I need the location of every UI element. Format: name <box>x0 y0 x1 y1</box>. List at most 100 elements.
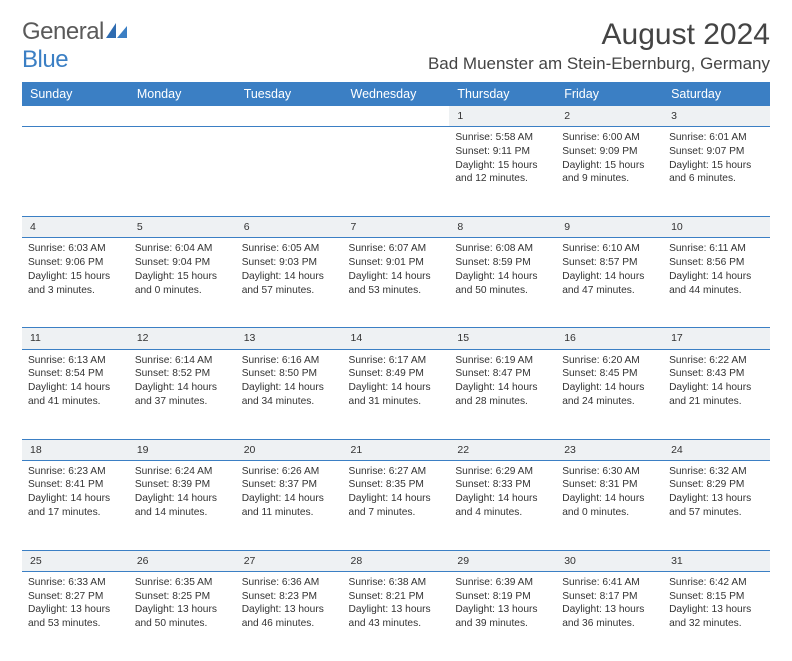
day-number-cell: 25 <box>22 550 129 571</box>
day-details: Sunrise: 6:14 AMSunset: 8:52 PMDaylight:… <box>135 354 230 409</box>
calendar-day-cell: Sunrise: 6:41 AMSunset: 8:17 PMDaylight:… <box>556 571 663 661</box>
day-details: Sunrise: 6:41 AMSunset: 8:17 PMDaylight:… <box>562 576 657 631</box>
calendar-day-cell: Sunrise: 6:19 AMSunset: 8:47 PMDaylight:… <box>449 349 556 439</box>
calendar-day-cell: Sunrise: 6:07 AMSunset: 9:01 PMDaylight:… <box>343 238 450 328</box>
calendar-day-cell: Sunrise: 6:13 AMSunset: 8:54 PMDaylight:… <box>22 349 129 439</box>
day-details: Sunrise: 6:32 AMSunset: 8:29 PMDaylight:… <box>669 465 764 520</box>
logo-text: General Blue <box>22 18 128 74</box>
day-number-row: 18192021222324 <box>22 439 770 460</box>
day-details: Sunrise: 6:42 AMSunset: 8:15 PMDaylight:… <box>669 576 764 631</box>
day-details: Sunrise: 6:30 AMSunset: 8:31 PMDaylight:… <box>562 465 657 520</box>
day-number-cell: 3 <box>663 106 770 127</box>
day-number-cell: 30 <box>556 550 663 571</box>
weekday-header-row: Sunday Monday Tuesday Wednesday Thursday… <box>22 82 770 106</box>
calendar-day-cell: Sunrise: 6:42 AMSunset: 8:15 PMDaylight:… <box>663 571 770 661</box>
day-number-cell: 20 <box>236 439 343 460</box>
day-number-cell: 14 <box>343 328 450 349</box>
calendar-day-cell <box>129 127 236 217</box>
day-details: Sunrise: 6:07 AMSunset: 9:01 PMDaylight:… <box>349 242 444 297</box>
logo-word-blue: Blue <box>22 46 68 73</box>
day-details: Sunrise: 6:35 AMSunset: 8:25 PMDaylight:… <box>135 576 230 631</box>
day-details: Sunrise: 6:11 AMSunset: 8:56 PMDaylight:… <box>669 242 764 297</box>
day-details: Sunrise: 6:26 AMSunset: 8:37 PMDaylight:… <box>242 465 337 520</box>
day-details: Sunrise: 6:33 AMSunset: 8:27 PMDaylight:… <box>28 576 123 631</box>
calendar-week-row: Sunrise: 6:33 AMSunset: 8:27 PMDaylight:… <box>22 571 770 661</box>
weekday-friday: Friday <box>556 82 663 106</box>
calendar-day-cell: Sunrise: 6:04 AMSunset: 9:04 PMDaylight:… <box>129 238 236 328</box>
day-number-cell <box>343 106 450 127</box>
day-number-cell <box>22 106 129 127</box>
day-number-row: 45678910 <box>22 217 770 238</box>
calendar-day-cell: Sunrise: 6:00 AMSunset: 9:09 PMDaylight:… <box>556 127 663 217</box>
day-number-cell: 23 <box>556 439 663 460</box>
day-number-cell: 19 <box>129 439 236 460</box>
calendar-day-cell: Sunrise: 6:05 AMSunset: 9:03 PMDaylight:… <box>236 238 343 328</box>
day-details: Sunrise: 6:29 AMSunset: 8:33 PMDaylight:… <box>455 465 550 520</box>
day-details: Sunrise: 6:04 AMSunset: 9:04 PMDaylight:… <box>135 242 230 297</box>
day-details: Sunrise: 6:27 AMSunset: 8:35 PMDaylight:… <box>349 465 444 520</box>
day-number-cell: 9 <box>556 217 663 238</box>
day-number-cell <box>236 106 343 127</box>
day-number-cell: 28 <box>343 550 450 571</box>
day-details: Sunrise: 6:20 AMSunset: 8:45 PMDaylight:… <box>562 354 657 409</box>
calendar-day-cell: Sunrise: 6:08 AMSunset: 8:59 PMDaylight:… <box>449 238 556 328</box>
calendar-day-cell: Sunrise: 6:11 AMSunset: 8:56 PMDaylight:… <box>663 238 770 328</box>
weekday-tuesday: Tuesday <box>236 82 343 106</box>
calendar-day-cell: Sunrise: 6:17 AMSunset: 8:49 PMDaylight:… <box>343 349 450 439</box>
day-number-cell: 5 <box>129 217 236 238</box>
calendar-day-cell <box>22 127 129 217</box>
day-number-cell: 6 <box>236 217 343 238</box>
calendar-day-cell: Sunrise: 6:14 AMSunset: 8:52 PMDaylight:… <box>129 349 236 439</box>
calendar-day-cell: Sunrise: 6:33 AMSunset: 8:27 PMDaylight:… <box>22 571 129 661</box>
day-details: Sunrise: 6:10 AMSunset: 8:57 PMDaylight:… <box>562 242 657 297</box>
day-details: Sunrise: 6:19 AMSunset: 8:47 PMDaylight:… <box>455 354 550 409</box>
day-details: Sunrise: 6:05 AMSunset: 9:03 PMDaylight:… <box>242 242 337 297</box>
day-number-row: 123 <box>22 106 770 127</box>
day-details: Sunrise: 6:01 AMSunset: 9:07 PMDaylight:… <box>669 131 764 186</box>
header: General Blue August 2024 Bad Muenster am… <box>22 18 770 74</box>
day-number-cell: 2 <box>556 106 663 127</box>
calendar-day-cell: Sunrise: 6:39 AMSunset: 8:19 PMDaylight:… <box>449 571 556 661</box>
day-number-cell: 15 <box>449 328 556 349</box>
weekday-sunday: Sunday <box>22 82 129 106</box>
calendar-table: Sunday Monday Tuesday Wednesday Thursday… <box>22 82 770 661</box>
calendar-day-cell: Sunrise: 6:20 AMSunset: 8:45 PMDaylight:… <box>556 349 663 439</box>
calendar-week-row: Sunrise: 5:58 AMSunset: 9:11 PMDaylight:… <box>22 127 770 217</box>
day-number-cell: 31 <box>663 550 770 571</box>
day-details: Sunrise: 6:00 AMSunset: 9:09 PMDaylight:… <box>562 131 657 186</box>
calendar-day-cell: Sunrise: 6:16 AMSunset: 8:50 PMDaylight:… <box>236 349 343 439</box>
calendar-day-cell <box>236 127 343 217</box>
day-details: Sunrise: 6:36 AMSunset: 8:23 PMDaylight:… <box>242 576 337 631</box>
logo: General Blue <box>22 18 128 74</box>
day-details: Sunrise: 6:38 AMSunset: 8:21 PMDaylight:… <box>349 576 444 631</box>
day-details: Sunrise: 5:58 AMSunset: 9:11 PMDaylight:… <box>455 131 550 186</box>
day-number-cell: 22 <box>449 439 556 460</box>
day-details: Sunrise: 6:13 AMSunset: 8:54 PMDaylight:… <box>28 354 123 409</box>
weekday-monday: Monday <box>129 82 236 106</box>
day-details: Sunrise: 6:39 AMSunset: 8:19 PMDaylight:… <box>455 576 550 631</box>
day-number-cell: 12 <box>129 328 236 349</box>
calendar-day-cell: Sunrise: 6:27 AMSunset: 8:35 PMDaylight:… <box>343 460 450 550</box>
day-details: Sunrise: 6:16 AMSunset: 8:50 PMDaylight:… <box>242 354 337 409</box>
day-details: Sunrise: 6:08 AMSunset: 8:59 PMDaylight:… <box>455 242 550 297</box>
day-number-cell: 8 <box>449 217 556 238</box>
weekday-wednesday: Wednesday <box>343 82 450 106</box>
calendar-day-cell: Sunrise: 6:24 AMSunset: 8:39 PMDaylight:… <box>129 460 236 550</box>
calendar-week-row: Sunrise: 6:23 AMSunset: 8:41 PMDaylight:… <box>22 460 770 550</box>
day-number-row: 25262728293031 <box>22 550 770 571</box>
day-details: Sunrise: 6:23 AMSunset: 8:41 PMDaylight:… <box>28 465 123 520</box>
calendar-week-row: Sunrise: 6:13 AMSunset: 8:54 PMDaylight:… <box>22 349 770 439</box>
calendar-day-cell: Sunrise: 6:22 AMSunset: 8:43 PMDaylight:… <box>663 349 770 439</box>
day-number-cell: 16 <box>556 328 663 349</box>
day-number-cell: 21 <box>343 439 450 460</box>
calendar-day-cell: Sunrise: 6:01 AMSunset: 9:07 PMDaylight:… <box>663 127 770 217</box>
calendar-day-cell: Sunrise: 6:29 AMSunset: 8:33 PMDaylight:… <box>449 460 556 550</box>
day-number-cell: 29 <box>449 550 556 571</box>
calendar-day-cell: Sunrise: 6:32 AMSunset: 8:29 PMDaylight:… <box>663 460 770 550</box>
calendar-day-cell: Sunrise: 6:36 AMSunset: 8:23 PMDaylight:… <box>236 571 343 661</box>
day-number-cell: 26 <box>129 550 236 571</box>
calendar-day-cell: Sunrise: 6:10 AMSunset: 8:57 PMDaylight:… <box>556 238 663 328</box>
day-details: Sunrise: 6:17 AMSunset: 8:49 PMDaylight:… <box>349 354 444 409</box>
calendar-day-cell: Sunrise: 6:23 AMSunset: 8:41 PMDaylight:… <box>22 460 129 550</box>
day-number-cell: 17 <box>663 328 770 349</box>
